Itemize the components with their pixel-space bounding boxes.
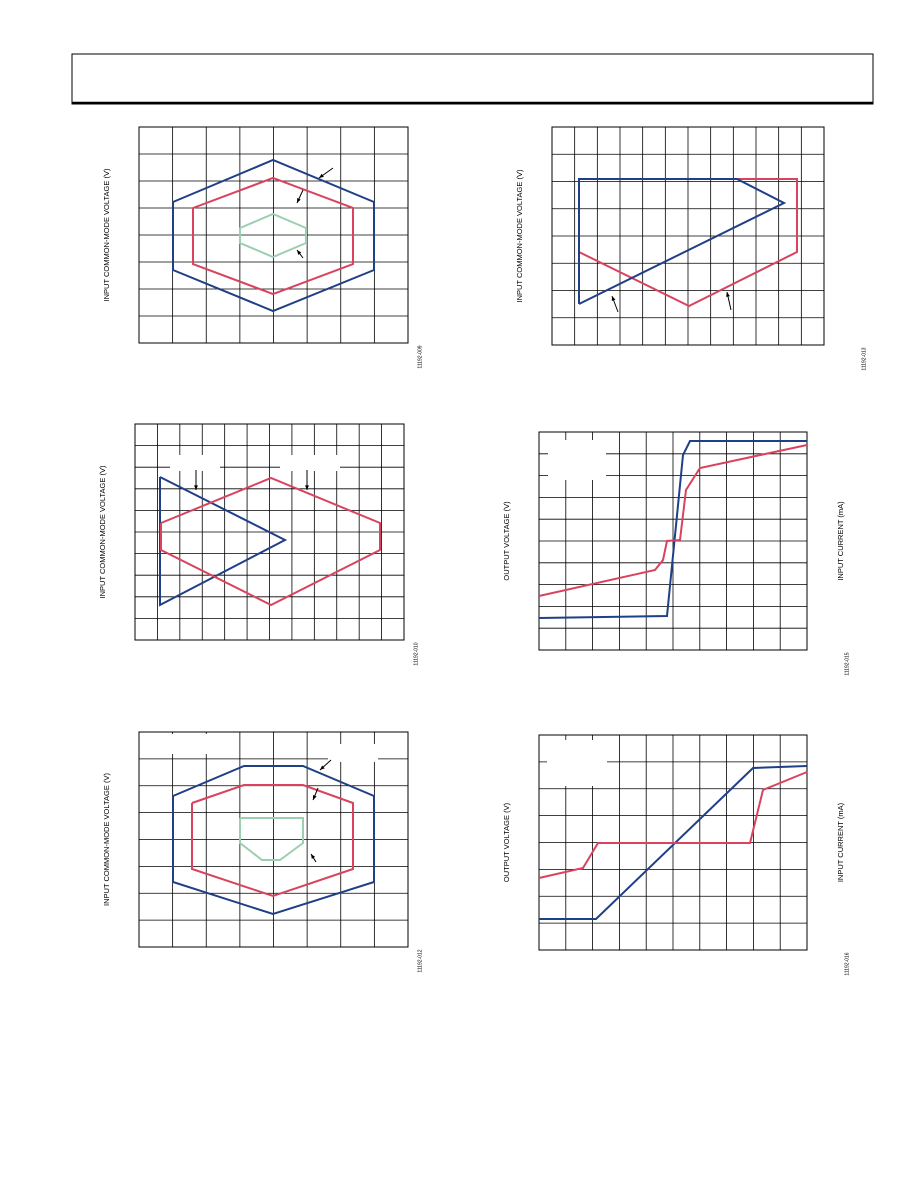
curve: [160, 476, 381, 607]
curve: [239, 817, 304, 861]
legend-box: [170, 455, 220, 471]
arrow-head: [726, 292, 730, 297]
figure-id: 11192-009: [417, 345, 423, 368]
curve: [191, 784, 354, 898]
curve: [538, 440, 807, 619]
legend-box: [172, 734, 232, 754]
curve: [192, 176, 354, 296]
figure-id: 11192-012: [417, 949, 423, 972]
arrow-head: [297, 250, 302, 255]
arrow-head: [312, 795, 317, 800]
figure-id: 11192-010: [413, 642, 419, 665]
y-axis-label: OUTPUT VOLTAGE (V): [502, 501, 511, 581]
y-axis-label: INPUT COMMON-MODE VOLTAGE (V): [102, 773, 111, 906]
curve: [159, 476, 288, 607]
arrow-head: [319, 173, 324, 178]
plot-frame: [538, 734, 808, 951]
arrow-head: [320, 765, 325, 770]
y-axis-label: INPUT COMMON-MODE VOLTAGE (V): [515, 169, 524, 302]
plot-frame: [551, 126, 825, 346]
curve: [538, 444, 808, 597]
arrow-head: [311, 854, 316, 859]
arrow-head: [305, 485, 309, 490]
curve: [239, 212, 307, 259]
figure-id: 11192-016: [844, 952, 850, 975]
figure-id: 11192-015: [844, 652, 850, 675]
curve: [538, 771, 808, 879]
plot-frame: [138, 126, 409, 344]
legend-box: [280, 455, 340, 471]
legend-box: [328, 744, 378, 762]
legend-box: [547, 740, 607, 786]
curve: [172, 765, 375, 916]
arrow-head: [611, 296, 616, 301]
y-axis-label: INPUT COMMON-MODE VOLTAGE (V): [98, 465, 107, 598]
y2-axis-label: INPUT CURRENT (mA): [836, 501, 845, 581]
y-axis-label: OUTPUT VOLTAGE (V): [502, 802, 511, 882]
legend-box: [548, 440, 606, 480]
arrow-head: [194, 485, 198, 490]
plot-frame: [134, 423, 405, 641]
y2-axis-label: INPUT CURRENT (mA): [836, 802, 845, 882]
arrow-head: [297, 198, 301, 203]
y-axis-label: INPUT COMMON-MODE VOLTAGE (V): [102, 168, 111, 301]
plot-frame: [138, 731, 409, 948]
plot-frame: [538, 431, 808, 651]
header-box: [71, 53, 874, 105]
curve: [578, 178, 787, 305]
figure-id: 11192-013: [861, 347, 867, 370]
curve: [172, 158, 375, 313]
